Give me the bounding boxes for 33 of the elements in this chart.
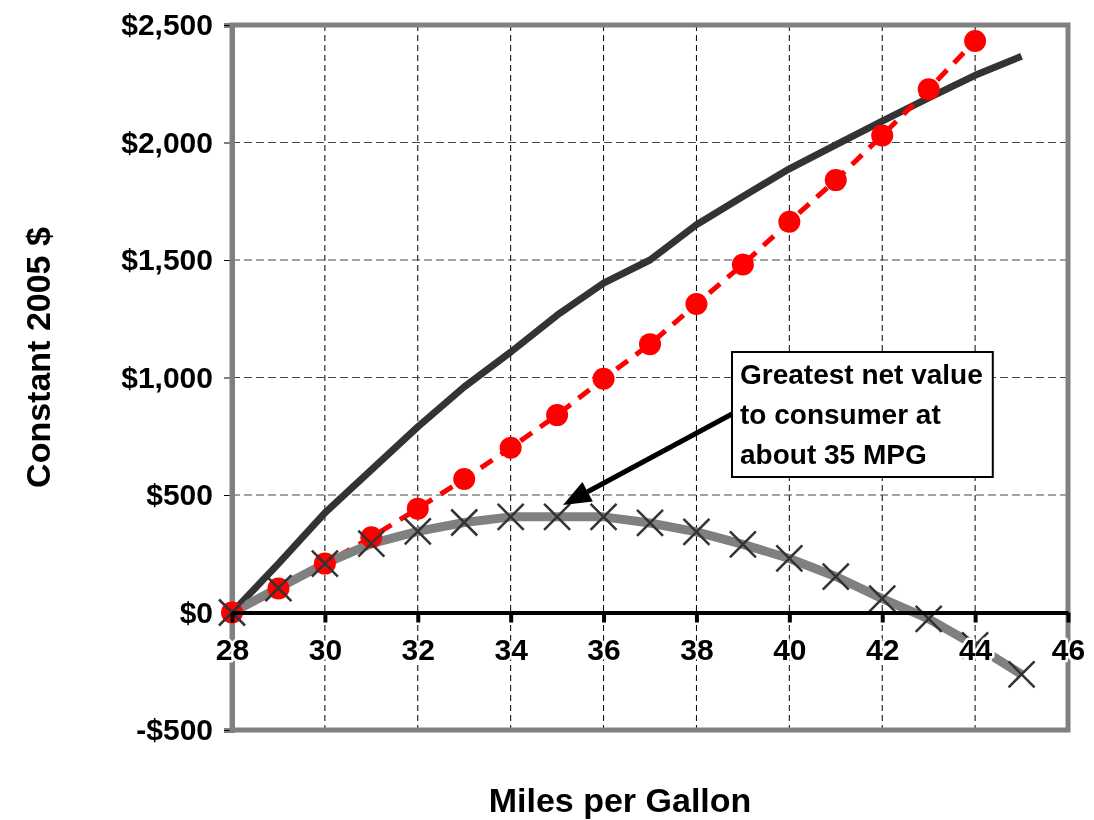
point	[546, 404, 569, 427]
point	[685, 292, 708, 315]
x-tick-label: 28	[215, 632, 250, 666]
point	[964, 29, 987, 52]
point	[499, 436, 522, 459]
point	[871, 124, 894, 147]
x-tick-label: 42	[866, 632, 900, 666]
annotation: Greatest net value to consumer at about 35 MPG	[740, 359, 983, 470]
y-axis-title: Constant 2005 $	[19, 227, 57, 488]
x-tick-label: 30	[308, 632, 343, 666]
point	[406, 497, 429, 520]
y-tick-label: $500	[146, 478, 213, 512]
y-tick-label: $1,000	[121, 360, 213, 394]
point	[778, 210, 801, 233]
x-axis-title: Miles per Gallon	[488, 781, 752, 819]
point	[453, 468, 476, 491]
point	[639, 333, 661, 356]
x-tick-label: 36	[587, 632, 621, 666]
x-tick-label: 34	[494, 632, 529, 666]
x-tick-label: 40	[773, 632, 807, 666]
x-tick-label: 44	[958, 632, 993, 666]
point	[592, 367, 615, 390]
point	[824, 169, 847, 192]
y-tick-label: $0	[179, 595, 213, 629]
y-tick-label: $2,500	[121, 8, 213, 42]
y-tick-label: -$500	[136, 713, 213, 747]
point	[917, 78, 940, 101]
y-tick-label: $2,000	[121, 125, 213, 159]
x-tick-label: 46	[1051, 632, 1086, 666]
point	[731, 253, 754, 276]
x-tick-label: 38	[680, 632, 714, 666]
y-tick-label: $1,500	[121, 243, 213, 277]
x-tick-label: 32	[401, 632, 435, 666]
